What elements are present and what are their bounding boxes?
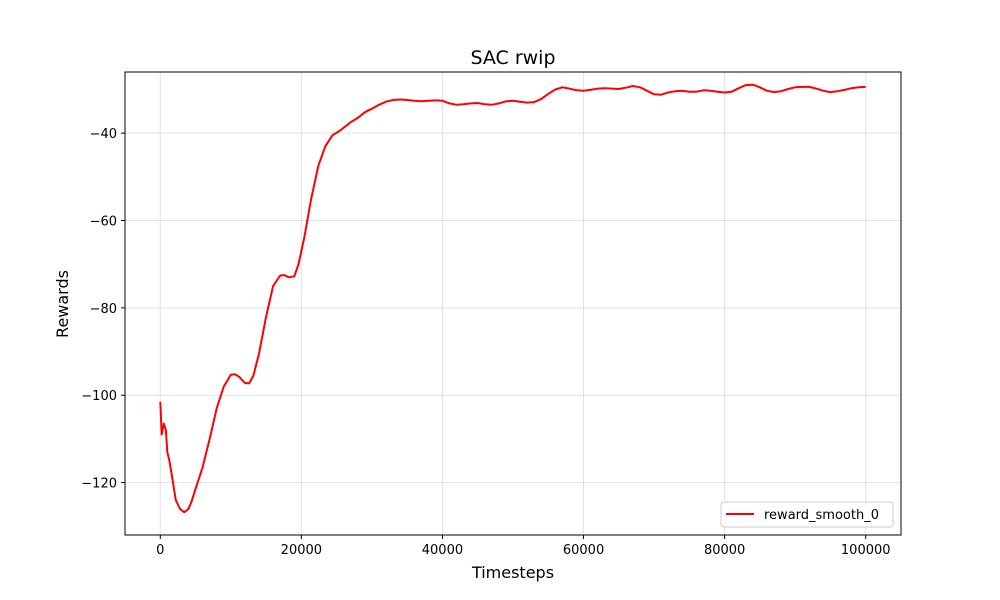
y-tick-label: −100 xyxy=(81,389,117,404)
legend-box xyxy=(720,501,894,528)
grid-lines xyxy=(125,72,901,535)
y-axis-label: Rewards xyxy=(53,270,72,338)
legend: reward_smooth_0 xyxy=(720,501,894,528)
x-tick-label: 0 xyxy=(156,543,164,558)
series-line-reward_smooth_0 xyxy=(159,83,866,514)
x-tick-label: 80000 xyxy=(704,543,745,558)
x-tick-label: 100000 xyxy=(841,543,891,558)
legend-label: reward_smooth_0 xyxy=(764,508,879,523)
x-tick-label: 20000 xyxy=(281,543,322,558)
x-tick-label: 60000 xyxy=(563,543,604,558)
x-axis-label: Timesteps xyxy=(471,563,554,582)
axis-ticks xyxy=(121,132,867,539)
y-tick-label: −80 xyxy=(90,302,117,317)
y-tick-label: −120 xyxy=(81,477,117,492)
tick-labels: 0 20000 40000 60000 80000 100000 −120 −100 −80 −6… xyxy=(81,127,890,558)
y-tick-label: −40 xyxy=(90,127,117,142)
plot-frame xyxy=(124,71,902,536)
y-tick-label: −60 xyxy=(90,215,117,230)
chart-title: SAC rwip xyxy=(470,47,555,69)
x-tick-label: 40000 xyxy=(422,543,463,558)
series-lines xyxy=(159,83,866,514)
